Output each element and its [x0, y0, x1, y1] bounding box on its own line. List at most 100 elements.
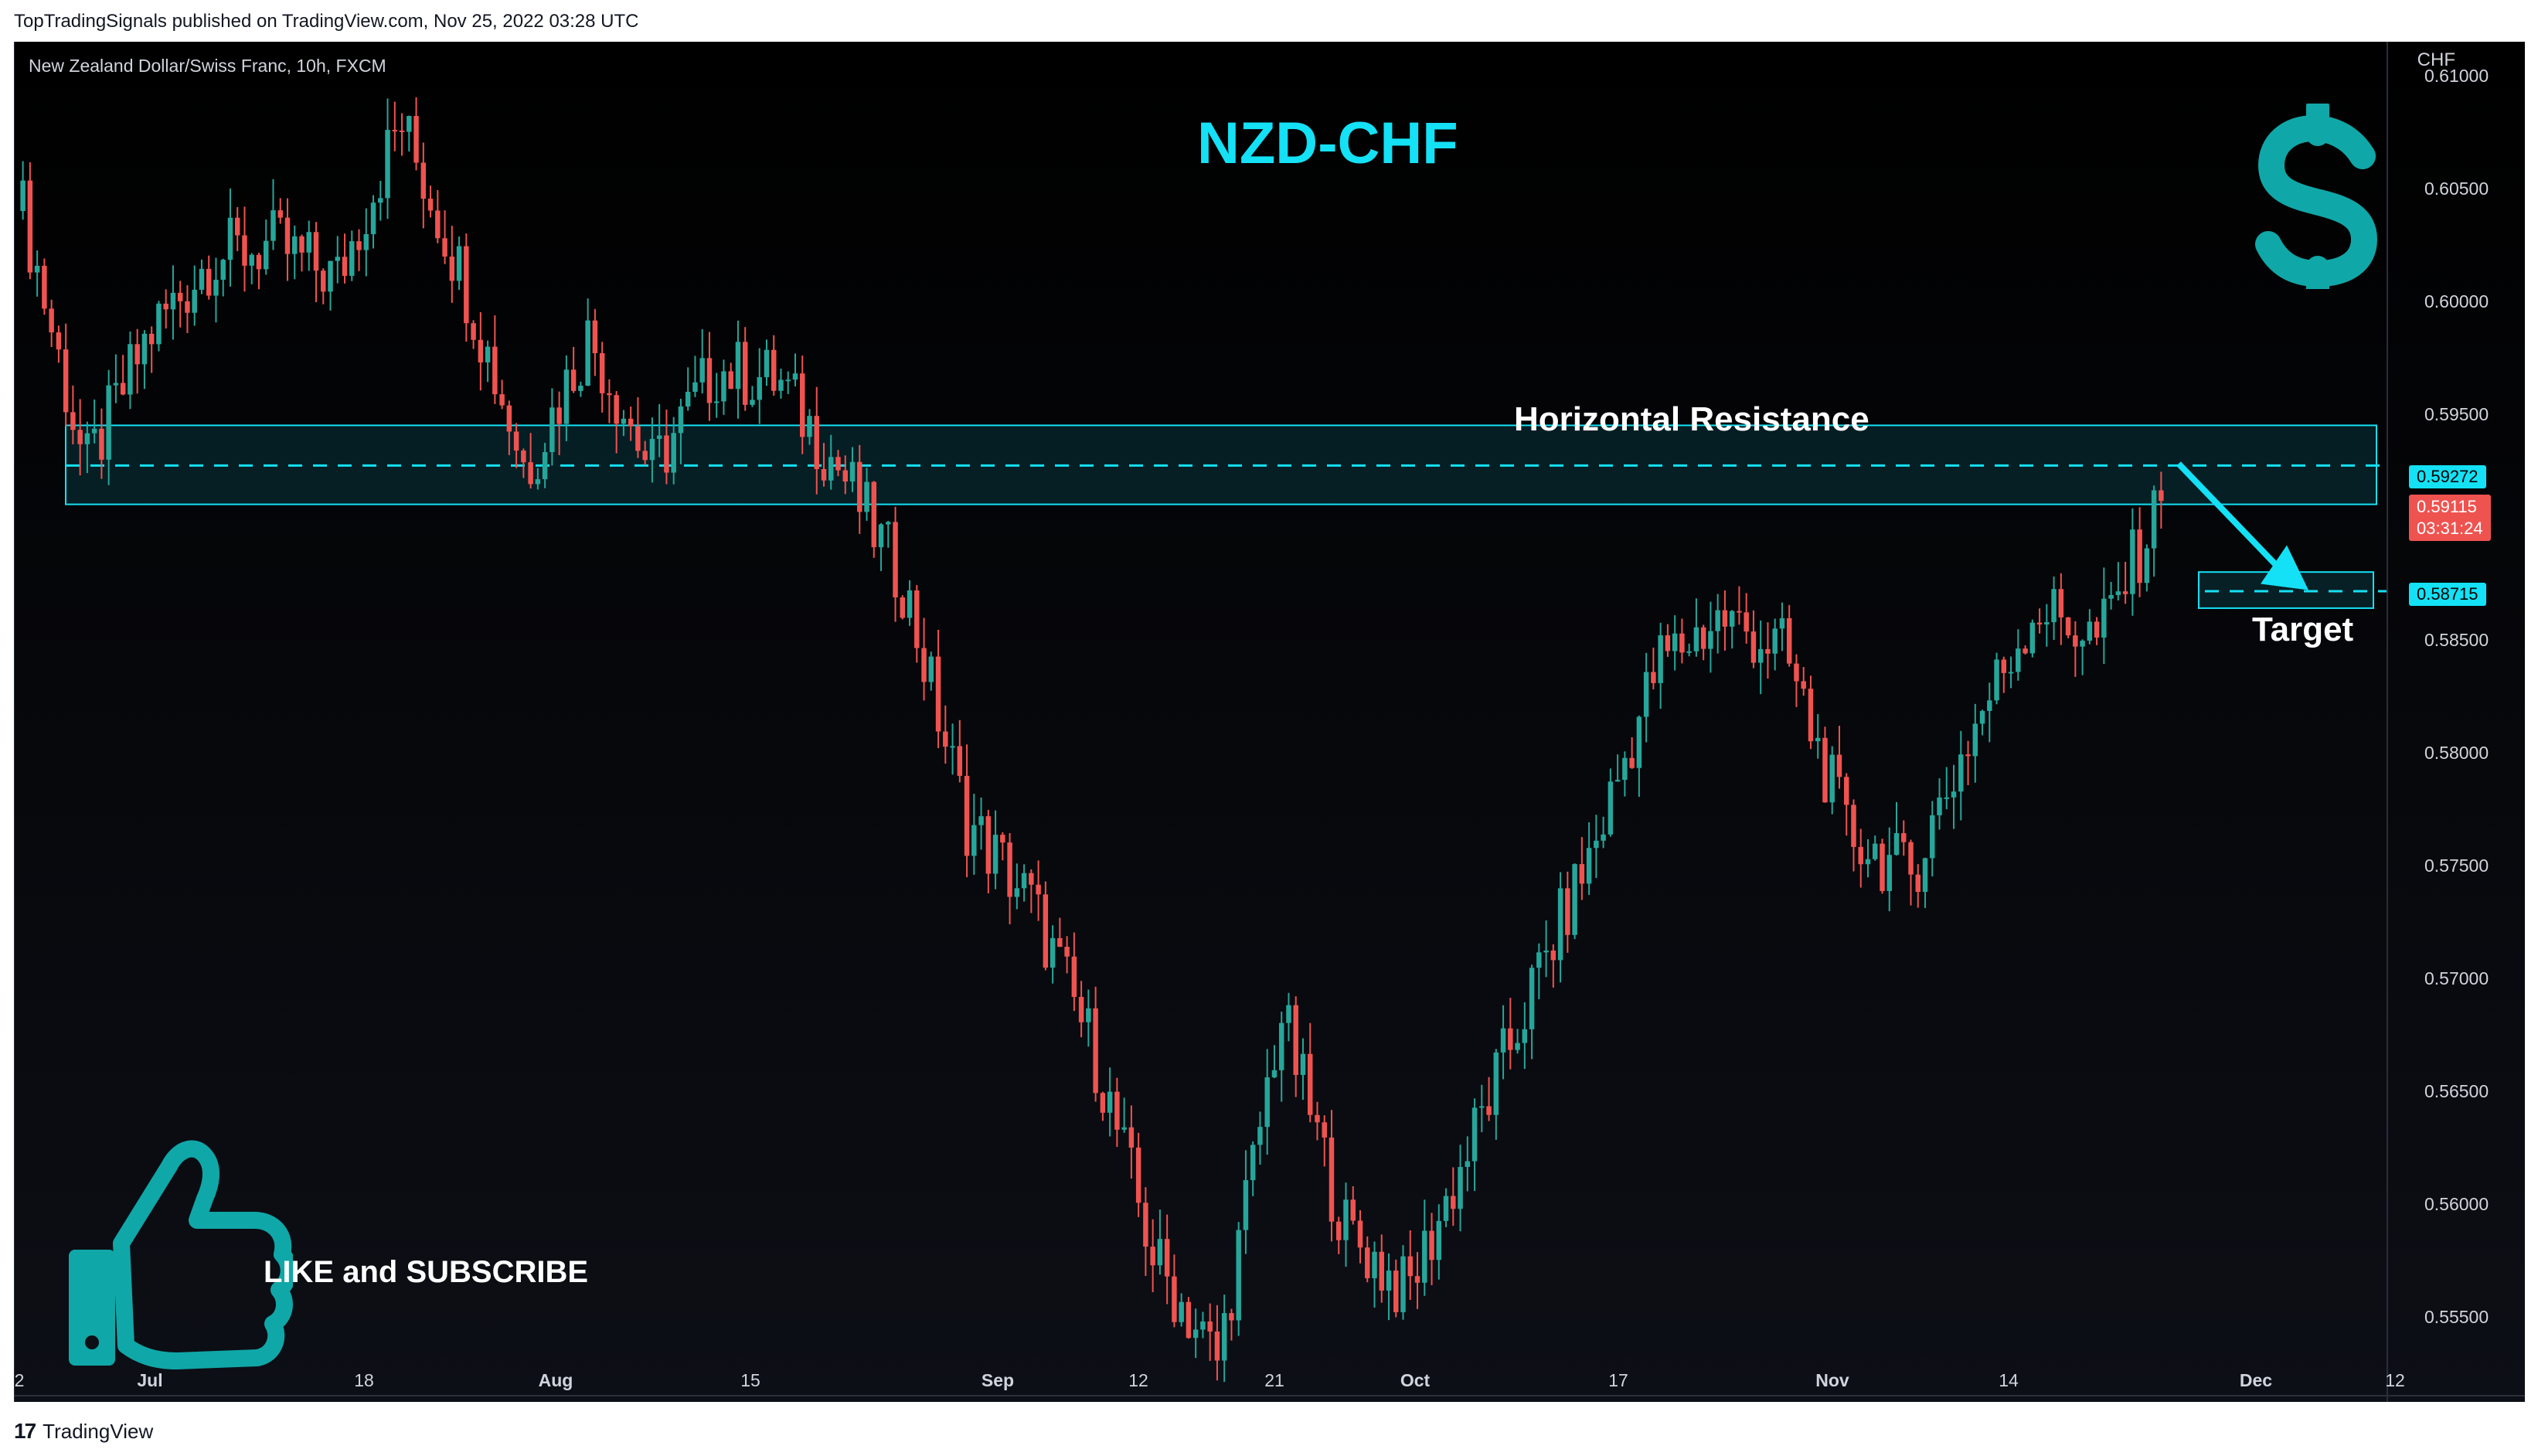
price-axis-tick-label: 0.56000 — [2424, 1194, 2489, 1214]
candle-body — [1529, 968, 1535, 1029]
candle-body — [1186, 1301, 1192, 1339]
candle-body — [542, 452, 548, 480]
candle-body — [1036, 884, 1041, 895]
candle-body — [306, 232, 311, 253]
candle-body — [292, 236, 298, 254]
candle-body — [2159, 490, 2164, 502]
candle-body — [900, 597, 906, 618]
candle-body — [1128, 1127, 1135, 1148]
candle-body — [1000, 835, 1005, 843]
candle-body — [1550, 950, 1556, 961]
candle-body — [2108, 595, 2114, 599]
candle-body — [914, 590, 920, 648]
candle-body — [77, 430, 83, 444]
candle-body — [1021, 873, 1027, 889]
time-axis-tick-label: 18 — [354, 1370, 374, 1390]
time-axis-tick-label: 21 — [1264, 1370, 1284, 1390]
candle-body — [227, 217, 233, 260]
candle-body — [1192, 1329, 1199, 1339]
candle-body — [106, 385, 111, 460]
candle-body — [420, 162, 427, 199]
candle-body — [928, 656, 934, 682]
candle-body — [1214, 1331, 1220, 1361]
candle-body — [828, 457, 834, 481]
candle-body — [621, 418, 627, 424]
candle-body — [342, 257, 348, 276]
candle-body — [242, 235, 247, 266]
candle-body — [1271, 1070, 1278, 1078]
candle-body — [56, 332, 62, 350]
candle-body — [220, 260, 226, 280]
candle-body — [1679, 633, 1685, 653]
candle-body — [427, 199, 434, 211]
candle-body — [985, 816, 992, 874]
candle-body — [1822, 737, 1828, 803]
candle-body — [234, 217, 240, 236]
candle-body — [1586, 848, 1592, 884]
annotation-layer — [65, 424, 2387, 609]
candle-body — [2029, 622, 2036, 654]
candle-body — [2051, 589, 2057, 623]
candle-body — [864, 481, 869, 512]
chart-area[interactable]: 0.61000 0.60500 0.60000 0.59500 0.58500 0.580… — [14, 42, 2525, 1402]
candle-body — [91, 428, 97, 434]
candle-body — [549, 407, 555, 453]
candle-body — [2151, 490, 2157, 549]
candle-body — [849, 461, 856, 482]
candle-body — [2094, 621, 2100, 638]
candle-body — [1157, 1239, 1163, 1266]
candle-body — [1372, 1251, 1377, 1278]
resistance-price-tag: 0.59272 — [2409, 465, 2486, 488]
candle-body — [506, 405, 512, 432]
candle-body — [878, 524, 884, 548]
candle-body — [921, 648, 927, 682]
time-axis-tick-label: Aug — [539, 1370, 573, 1390]
candle-body — [1479, 1106, 1485, 1108]
candle-body — [842, 470, 848, 482]
candle-body — [1164, 1239, 1170, 1277]
candle-body — [592, 320, 598, 353]
candle-body — [1851, 805, 1856, 847]
candle-body — [1886, 855, 1892, 891]
candle-body — [2087, 621, 2093, 641]
candle-body — [163, 303, 168, 310]
candle-body — [649, 438, 655, 461]
candle-body — [1014, 888, 1020, 897]
candle-body — [1565, 888, 1570, 935]
symbol-description[interactable]: New Zealand Dollar/Swiss Franc, 10h, FXC… — [29, 56, 386, 76]
candle-body — [1729, 611, 1735, 627]
candle-body — [521, 450, 526, 463]
axis-layer: 0.61000 0.60500 0.60000 0.59500 0.58500 0.580… — [15, 42, 2525, 1402]
candle-body — [1393, 1271, 1399, 1312]
candle-body — [1815, 737, 1821, 742]
candle-body — [685, 391, 691, 407]
candle-body — [792, 373, 798, 380]
candle-body — [148, 333, 155, 345]
candle-body — [1365, 1247, 1370, 1278]
candle-body — [1515, 1043, 1520, 1050]
candle-body — [1300, 1053, 1306, 1075]
candle-body — [1744, 612, 1749, 632]
candle-body — [2016, 648, 2021, 672]
candle-body — [1893, 833, 1900, 856]
candle-body — [785, 379, 791, 382]
candle-body — [185, 301, 190, 313]
target-label: Target — [2252, 611, 2354, 648]
candle-body — [1765, 648, 1771, 654]
candle-body — [1329, 1137, 1335, 1222]
candle-body — [585, 320, 590, 386]
candle-body — [464, 246, 469, 324]
tradingview-footer[interactable]: 17 TradingView — [14, 1419, 153, 1444]
candle-body — [556, 407, 562, 424]
time-axis-tick-label: 14 — [1999, 1370, 2019, 1390]
time-axis-tick-label: 17 — [1608, 1370, 1628, 1390]
candle-body — [678, 406, 684, 434]
resistance-label: Horizontal Resistance — [1514, 400, 1869, 438]
candle-body — [1987, 700, 1992, 711]
time-axis-tick-label: 15 — [740, 1370, 760, 1390]
candle-body — [1029, 873, 1034, 885]
candle-body — [456, 246, 462, 281]
candle-body — [1086, 1008, 1091, 1022]
candle-body — [1343, 1199, 1349, 1240]
price-chart-svg[interactable]: 0.61000 0.60500 0.60000 0.59500 0.58500 0.580… — [15, 42, 2525, 1402]
